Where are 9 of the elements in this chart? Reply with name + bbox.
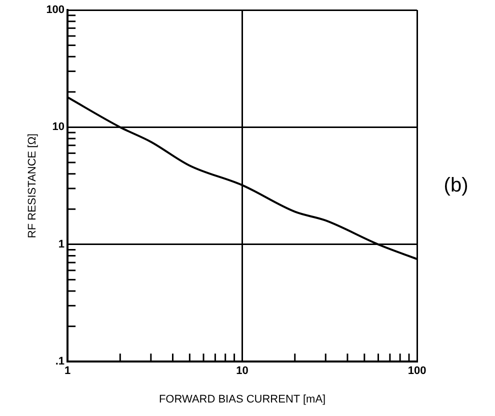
y-tick-label: .1	[55, 356, 65, 368]
text: (b)	[444, 174, 468, 196]
y-tick-label: 10	[52, 121, 65, 134]
y-axis-title: RF RESISTANCE [Ω]	[26, 134, 39, 238]
x-axis-title: FORWARD BIAS CURRENT [mA]	[158, 393, 326, 406]
y-tick-label: 100	[46, 4, 65, 16]
x-tick-label: 10	[236, 365, 248, 378]
y-tick-label: 1	[58, 238, 65, 250]
x-tick-label: 100	[408, 365, 426, 378]
